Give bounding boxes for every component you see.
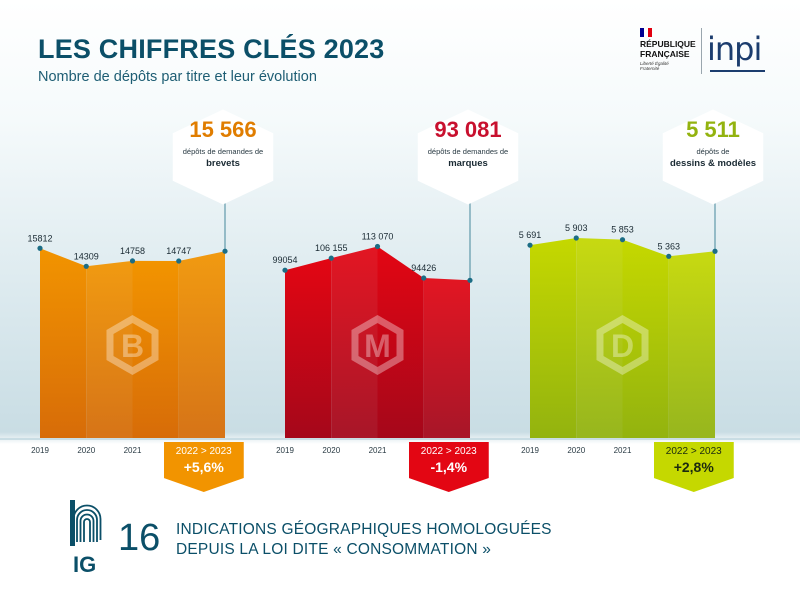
marques-point <box>467 277 473 283</box>
dessins & modèles-total: 5 511 dépôts de dessins & modèles <box>648 117 778 170</box>
dessins & modèles-hexagon-icon <box>596 314 649 376</box>
brevets-point <box>37 245 43 251</box>
marques-point <box>328 255 334 261</box>
marques-total: 93 081 dépôts de demandes de marques <box>403 117 533 170</box>
dessins & modèles-year-label: 2019 <box>521 446 539 455</box>
dessins & modèles-year-label: 2021 <box>613 446 632 455</box>
brevets-point <box>176 258 182 264</box>
brevets-point <box>129 258 136 264</box>
marques-point <box>421 275 427 281</box>
marques-value-label: 106 155 <box>315 243 348 253</box>
brevets-area-segment <box>40 248 87 438</box>
brevets-value-label: 14758 <box>120 246 145 256</box>
baseline <box>0 438 800 440</box>
marques-value-label: 99054 <box>272 255 297 265</box>
dessins & modèles-area-segment <box>530 237 577 438</box>
dessins & modèles-value-label: 5 853 <box>611 225 634 235</box>
inpi-logo: inpi <box>707 30 762 68</box>
dessins & modèles-letter: D <box>611 328 634 364</box>
dessins & modèles-total-hexagon <box>662 109 764 205</box>
ig-count: 16 <box>118 517 161 559</box>
marques-value-label: 113 070 <box>362 231 394 241</box>
logo-separator <box>701 28 702 74</box>
dessins & modèles-area-segment <box>576 237 623 438</box>
brevets-value-label: 15812 <box>27 233 52 243</box>
marques-area-segment <box>331 246 378 438</box>
brevets-area-segment <box>132 260 179 438</box>
brevets-value-label: 14309 <box>74 251 99 261</box>
dessins & modèles-area-segment <box>622 239 669 438</box>
marques-point <box>374 243 381 250</box>
dessins & modèles-area-segment <box>668 251 715 438</box>
brevets-total-title: brevets <box>206 158 240 169</box>
ig-line-2: DEPUIS LA LOI DITE « CONSOMMATION » <box>176 541 492 558</box>
brevets-point <box>83 263 89 269</box>
brevets-total: 15 566 dépôts de demandes de brevets <box>158 117 288 170</box>
marques-area-segment <box>423 278 470 438</box>
brevets-letter: B <box>121 328 144 364</box>
dessins & modèles-total-title: dessins & modèles <box>669 158 757 169</box>
dessins & modèles-total-label: dépôts de <box>696 147 730 156</box>
brevets-evolution-range: 2022 > 2023 <box>175 446 232 457</box>
brevets-total-hexagon <box>172 109 274 205</box>
brevets-area-segment <box>178 251 225 438</box>
marques-point <box>282 267 288 273</box>
dessins & modèles-total-value: 5 511 <box>686 117 740 142</box>
dessins & modèles-point <box>527 242 533 248</box>
dessins & modèles-value-label: 5 903 <box>565 223 588 233</box>
brevets-total-label: dépôts de demandes de <box>182 147 264 156</box>
republique-motto: Liberté Égalité Fraternité <box>640 61 669 71</box>
marques-total-hexagon <box>417 109 519 205</box>
logos: RÉPUBLIQUE FRANÇAISE Liberté Égalité Fra… <box>640 28 770 80</box>
dessins & modèles-point <box>573 235 579 241</box>
marianne-flag-icon <box>640 28 652 37</box>
brevets-year-label: 2021 <box>123 446 142 455</box>
ig-line-1: INDICATIONS GÉOGRAPHIQUES HOMOLOGUÉES <box>176 521 552 538</box>
brevets-point <box>222 248 228 254</box>
dessins & modèles-evolution-range: 2022 > 2023 <box>665 446 722 457</box>
dessins & modèles-point <box>619 237 626 243</box>
dessins & modèles-point <box>712 248 718 254</box>
dessins & modèles-value-label: 5 363 <box>657 241 680 251</box>
brevets-area-segment <box>86 260 133 438</box>
dessins & modèles-year-label: 2020 <box>567 446 586 455</box>
dessins & modèles-point <box>666 253 672 259</box>
marques-area-segment <box>285 258 332 438</box>
marques-year-label: 2021 <box>368 446 387 455</box>
brevets-value-label: 14747 <box>166 246 191 256</box>
dessins & modèles-value-label: 5 691 <box>519 230 542 240</box>
marques-area-segment <box>377 246 424 438</box>
marques-total-title: marques <box>448 158 488 169</box>
marques-letter: M <box>364 328 391 364</box>
brevets-year-label: 2019 <box>31 446 49 455</box>
brevets-total-value: 15 566 <box>189 117 257 142</box>
marques-evolution-pct: -1,4% <box>430 459 468 475</box>
marques-total-label: dépôts de demandes de <box>427 147 509 156</box>
dessins & modèles-evolution-pct: +2,8% <box>673 459 714 475</box>
page-title: LES CHIFFRES CLÉS 2023 <box>38 34 385 64</box>
fingerprint-icon: IG <box>70 500 102 576</box>
brevets-evolution-pct: +5,6% <box>183 459 224 475</box>
marques-evolution-range: 2022 > 2023 <box>420 446 477 457</box>
republique-francaise-logo: RÉPUBLIQUE FRANÇAISE <box>640 39 696 59</box>
page-subtitle: Nombre de dépôts par titre et leur évolu… <box>38 69 317 85</box>
brevets-year-label: 2020 <box>77 446 96 455</box>
marques-value-label: 94426 <box>411 263 436 273</box>
ig-label: IG <box>73 552 96 576</box>
marques-hexagon-icon <box>351 314 404 376</box>
marques-total-value: 93 081 <box>434 117 502 142</box>
marques-year-label: 2019 <box>276 446 294 455</box>
inpi-logo-underline <box>710 70 765 72</box>
brevets-hexagon-icon <box>106 314 159 376</box>
marques-year-label: 2020 <box>322 446 341 455</box>
